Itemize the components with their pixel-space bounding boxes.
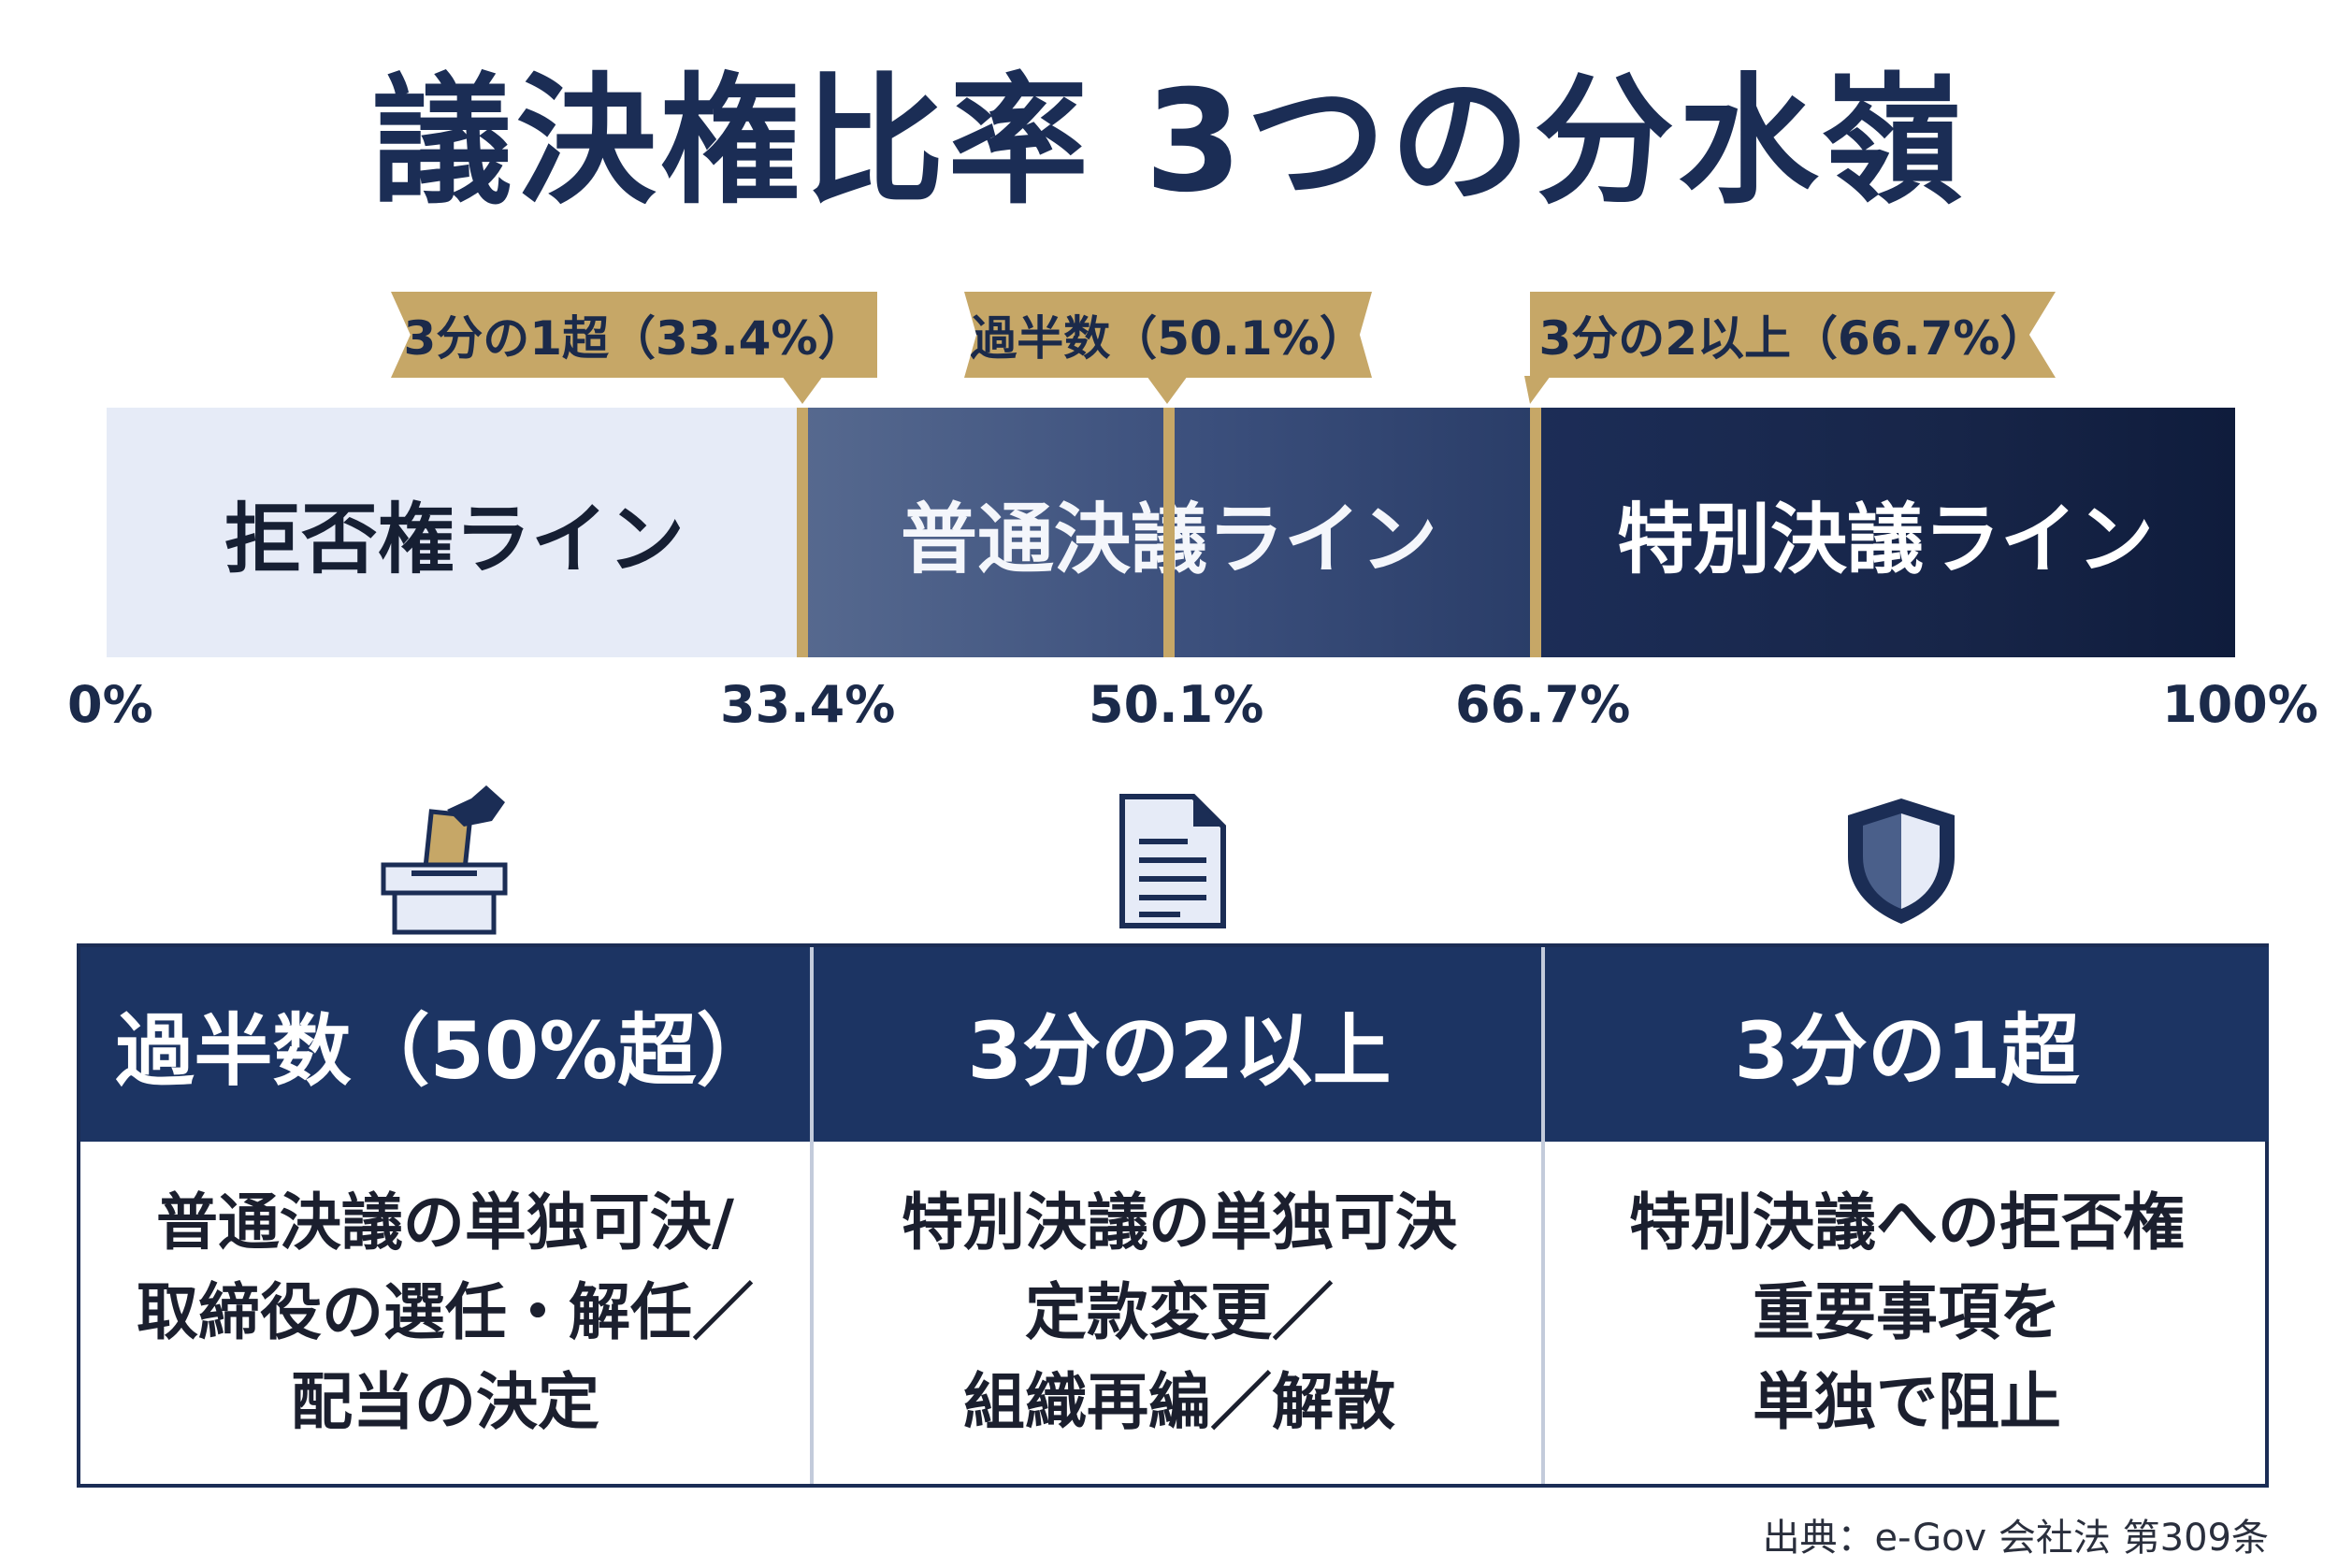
veto-line-segment: 拒否権ライン bbox=[107, 408, 802, 657]
tick-label-100: 100% bbox=[2162, 675, 2318, 734]
divider-50 bbox=[1163, 408, 1175, 657]
body-line: 配当の決定 bbox=[291, 1365, 599, 1438]
divider-67 bbox=[1530, 408, 1541, 657]
source-citation: 出典：e-Gov 会社法 第309条 bbox=[1762, 1517, 2269, 1560]
column-header: 過半数（50%超） bbox=[80, 947, 810, 1142]
tick-label-67: 66.7% bbox=[1455, 675, 1631, 734]
flag-pointer bbox=[782, 376, 823, 404]
column-body: 特別決議への拒否権 重要事項を 単独で阻止 bbox=[1545, 1142, 2269, 1484]
column-body: 特別決議の単独可決 定款変更／ 組織再編／解散 bbox=[814, 1142, 1545, 1484]
body-line: 特別決議への拒否権 bbox=[1629, 1187, 2185, 1259]
tick-label-0: 0% bbox=[67, 675, 153, 734]
body-line: 単独で阻止 bbox=[1753, 1365, 2061, 1438]
column-two-thirds: 3分の2以上 特別決議の単独可決 定款変更／ 組織再編／解散 bbox=[810, 947, 1545, 1484]
column-majority: 過半数（50%超） 普通決議の単独可決/ 取締役の選任・解任／ 配当の決定 bbox=[80, 947, 810, 1484]
ballot-box-icon bbox=[381, 785, 508, 935]
body-line: 重要事項を bbox=[1753, 1276, 2061, 1349]
flag-pointer bbox=[1524, 376, 1551, 404]
flag-pointer bbox=[1147, 376, 1188, 404]
column-one-third: 3分の1超 特別決議への拒否権 重要事項を 単独で阻止 bbox=[1541, 947, 2269, 1484]
voting-ratio-bar: 拒否権ライン 普通決議ライン 特別決議ライン bbox=[107, 408, 2235, 657]
body-line: 普通決議の単独可決/ bbox=[155, 1187, 735, 1259]
tick-label-33: 33.4% bbox=[720, 675, 896, 734]
resolution-table: 過半数（50%超） 普通決議の単独可決/ 取締役の選任・解任／ 配当の決定 3分… bbox=[77, 943, 2269, 1488]
threshold-flag-one-third: 3分の1超（33.4%） bbox=[391, 292, 877, 378]
tick-label-50: 50.1% bbox=[1089, 675, 1264, 734]
body-line: 組織再編／解散 bbox=[963, 1365, 1395, 1438]
page-title: 議決権比率 3つの分水嶺 bbox=[371, 61, 1967, 223]
body-line: 特別決議の単独可決 bbox=[902, 1187, 1457, 1259]
column-body: 普通決議の単独可決/ 取締役の選任・解任／ 配当の決定 bbox=[80, 1142, 810, 1484]
body-line: 取締役の選任・解任／ bbox=[137, 1276, 754, 1349]
special-resolution-segment: 特別決議ライン bbox=[1536, 408, 2235, 657]
threshold-flag-majority: 過半数（50.1%） bbox=[964, 292, 1372, 378]
column-header: 3分の1超 bbox=[1545, 947, 2269, 1142]
body-line: 定款変更／ bbox=[1025, 1276, 1334, 1349]
divider-33 bbox=[797, 408, 808, 657]
shield-icon bbox=[1848, 798, 1955, 924]
document-icon bbox=[1119, 794, 1226, 928]
column-header: 3分の2以上 bbox=[814, 947, 1545, 1142]
threshold-flag-two-thirds: 3分の2以上（66.7%） bbox=[1530, 292, 2056, 378]
